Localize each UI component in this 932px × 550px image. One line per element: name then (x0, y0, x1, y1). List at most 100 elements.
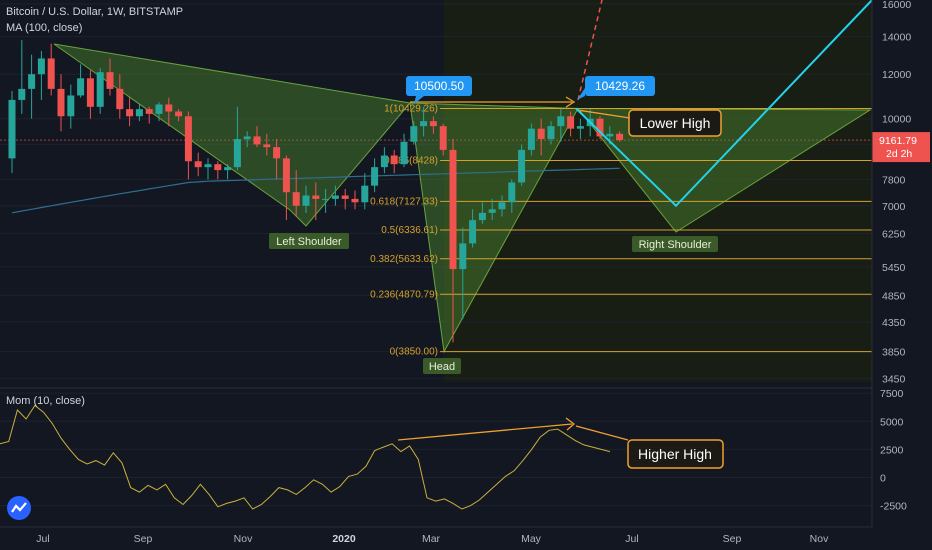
price-tick-label: 4350 (882, 317, 906, 329)
lower-high-box (628, 109, 722, 137)
time-tick-label: Sep (723, 533, 742, 545)
candle-body (400, 141, 408, 165)
ma-indicator-label[interactable]: MA (100, close) (6, 22, 83, 34)
candle-body (527, 128, 535, 150)
last-price-badge (872, 132, 930, 163)
time-tick-label: 2020 (332, 533, 356, 545)
candle-body (518, 149, 526, 183)
time-tick-label: Jul (625, 533, 638, 545)
candle-body (263, 144, 271, 148)
higher-high-connector (575, 425, 629, 441)
candle-body (576, 126, 584, 129)
fib-level-label: 0.382(5633.62) (370, 254, 438, 265)
candle-body (312, 195, 320, 199)
higher-high-trendline (397, 423, 573, 441)
candle-body (106, 72, 114, 89)
candle-body (508, 182, 516, 203)
callout-right-pointer (577, 88, 585, 100)
candle-body (449, 149, 457, 270)
candle-body (135, 109, 143, 117)
candle-body (341, 195, 349, 199)
fib-level-label: 0.236(4870.79) (370, 289, 438, 300)
left-shoulder-tag-label: Left Shoulder (276, 236, 342, 248)
candle-body (116, 88, 124, 110)
price-tick-label: 3450 (882, 373, 906, 385)
candle-body (361, 185, 369, 203)
candle-body (469, 220, 477, 244)
candle-body (145, 109, 153, 114)
higher-high-label: Higher High (638, 446, 712, 462)
price-tick-label: 10000 (882, 114, 911, 126)
candle-body (214, 164, 222, 171)
right-shoulder-area (576, 107, 872, 233)
candle-body (243, 136, 251, 140)
time-axis[interactable]: Jul Sep Nov 2020 Mar May Jul Sep Nov (0, 526, 872, 545)
price-axis[interactable]: 3450385043504850545062507000780090001000… (871, 0, 930, 527)
higher-high-arrowhead (565, 417, 576, 431)
candle-body (155, 104, 163, 114)
time-tick-label: Mar (422, 533, 441, 545)
last-price-label: 9161.79 (879, 135, 917, 147)
candle-body (331, 195, 339, 199)
candle-body (557, 116, 565, 127)
callout-left-label: 10500.50 (414, 79, 464, 93)
callout-right-box (585, 76, 655, 96)
candle-body (175, 111, 183, 117)
fib-level-label: 0.786(8428) (384, 155, 438, 166)
price-tick-label: 7800 (882, 174, 906, 186)
price-grid (0, 3, 872, 379)
candle-body (47, 58, 55, 89)
candle-body (96, 72, 104, 107)
candlestick-series (8, 40, 624, 343)
higher-high-box (627, 439, 724, 469)
candle-body (253, 136, 261, 145)
candle-body (410, 126, 418, 142)
callout-left-pointer (414, 96, 424, 104)
candle-body (8, 99, 16, 159)
left-shoulder-tag-box (269, 233, 349, 249)
symbol-title[interactable]: Bitcoin / U.S. Dollar, 1W, BITSTAMP (6, 6, 184, 18)
breakout-target-line (577, 0, 603, 101)
candle-body (439, 126, 447, 150)
candle-body (194, 161, 202, 168)
time-tick-label: May (521, 533, 542, 545)
momentum-indicator-label[interactable]: Mom (10, close) (6, 395, 85, 407)
candle-body (429, 121, 437, 127)
fib-level-label: 0.618(7127.33) (370, 196, 438, 207)
price-tick-label: 14000 (882, 32, 911, 44)
candle-body (616, 133, 624, 141)
price-tick-label: 6250 (882, 228, 906, 240)
fib-level-label: 1(10429.26) (384, 103, 438, 114)
candle-body (224, 167, 232, 171)
fib-level-label: 0.5(6336.61) (381, 225, 438, 236)
callout-right-label: 10429.26 (595, 79, 645, 93)
projection-lines (575, 0, 873, 208)
candle-body (547, 126, 555, 140)
price-tick-label: 16000 (882, 0, 911, 11)
tradingview-logo-icon[interactable] (7, 496, 31, 520)
candle-body (420, 121, 428, 127)
candle-body (390, 155, 398, 165)
mom-tick-label: -2500 (880, 501, 907, 513)
callout-left-box (406, 76, 472, 96)
candle-body (459, 243, 467, 270)
left-shoulder-area (53, 43, 411, 227)
head-tag-label: Head (429, 361, 455, 373)
time-tick-label: Sep (134, 533, 153, 545)
candle-body (537, 128, 545, 140)
candle-body (478, 212, 486, 221)
top-connector-arrowhead (565, 96, 576, 108)
candle-body (233, 139, 241, 168)
candle-body (606, 133, 614, 137)
mom-tick-label: 5000 (880, 416, 904, 428)
candle-body (18, 88, 26, 100)
momentum-pane: Higher High (0, 392, 872, 510)
candle-body (596, 118, 604, 137)
candle-body (67, 95, 75, 117)
time-tick-label: Jul (36, 533, 49, 545)
candle-body (567, 116, 575, 129)
price-tick-label: 3850 (882, 347, 906, 359)
mom-tick-label: 2500 (880, 444, 904, 456)
head-tag-box (423, 358, 461, 374)
